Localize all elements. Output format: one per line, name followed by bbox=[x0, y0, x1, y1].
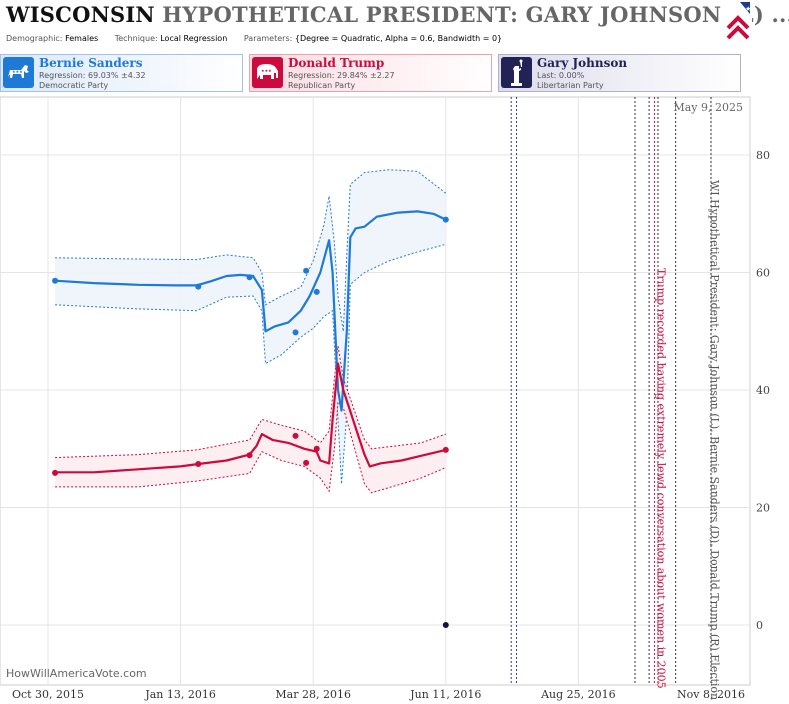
candidate-name: Bernie Sanders bbox=[39, 56, 143, 70]
y-tick-label: 0 bbox=[756, 619, 763, 632]
watermark: HowWillAmericaVote.com bbox=[6, 667, 147, 680]
candidate-stat: Regression: 69.03% ±4.32 bbox=[39, 71, 146, 80]
x-tick-label: Nov 8, 2016 bbox=[677, 688, 745, 701]
flag-logo-icon: ★ bbox=[726, 0, 752, 48]
candidate-stat: Regression: 29.84% ±2.27 bbox=[288, 71, 395, 80]
x-tick-label: Jan 13, 2016 bbox=[144, 688, 216, 701]
candidate-card-trump[interactable]: ★★★ Donald Trump Regression: 29.84% ±2.2… bbox=[249, 54, 492, 92]
param-label-parameters: Parameters: bbox=[243, 34, 293, 43]
poll-point-bernie-sanders bbox=[442, 216, 449, 223]
param-value-technique: Local Regression bbox=[160, 34, 228, 43]
elephant-icon: ★★★ bbox=[252, 57, 283, 88]
date-label: May 9, 2025 bbox=[673, 101, 743, 114]
candidate-name: Gary Johnson bbox=[537, 56, 628, 70]
donkey-icon: ★★★ bbox=[3, 57, 34, 88]
state-name: WISCONSIN bbox=[6, 2, 155, 27]
poll-point-donald-trump bbox=[246, 452, 253, 459]
trend-bernie-sanders bbox=[55, 210, 447, 412]
x-tick-label: Mar 28, 2016 bbox=[275, 688, 351, 701]
param-value-demographic: Females bbox=[65, 34, 99, 43]
y-tick-label: 40 bbox=[756, 384, 770, 397]
poll-point-bernie-sanders bbox=[246, 274, 253, 281]
candidate-party: Republican Party bbox=[288, 81, 356, 90]
y-tick-label: 80 bbox=[756, 149, 770, 162]
poll-point-bernie-sanders bbox=[292, 329, 299, 336]
param-value-parameters: {Degree = Quadratic, Alpha = 0.6, Bandwi… bbox=[294, 34, 503, 43]
poll-point-donald-trump bbox=[195, 461, 202, 468]
candidate-party: Democratic Party bbox=[39, 81, 109, 90]
poll-point-donald-trump bbox=[292, 432, 299, 439]
parameters-line: Demographic: Females Technique: Local Re… bbox=[6, 34, 516, 43]
poll-point-bernie-sanders bbox=[303, 267, 310, 274]
annotations: Trump recorded having extremely lewd con… bbox=[654, 180, 721, 700]
poll-points bbox=[52, 216, 449, 628]
band-upper-bernie-sanders bbox=[55, 169, 447, 332]
page-title: WISCONSIN HYPOTHETICAL PRESIDENT: GARY J… bbox=[6, 2, 789, 27]
x-tick-label: Oct 30, 2015 bbox=[12, 688, 84, 701]
band-bernie-sanders bbox=[55, 169, 446, 484]
poll-point-bernie-sanders bbox=[313, 288, 320, 295]
poll-point-bernie-sanders bbox=[52, 277, 59, 284]
candidate-card-sanders[interactable]: ★★★ Bernie Sanders Regression: 69.03% ±4… bbox=[0, 54, 243, 92]
candidate-card-johnson[interactable]: Gary Johnson Last: 0.00% Libertarian Par… bbox=[498, 54, 741, 92]
x-tick-label: Jun 11, 2016 bbox=[409, 688, 481, 701]
poll-point-bernie-sanders bbox=[195, 283, 202, 290]
event-lines bbox=[510, 97, 712, 685]
poll-point-donald-trump bbox=[313, 445, 320, 452]
param-label-technique: Technique: bbox=[114, 34, 158, 43]
y-tick-label: 20 bbox=[756, 502, 770, 515]
confidence-bands bbox=[55, 169, 447, 494]
param-label-demographic: Demographic: bbox=[6, 34, 63, 43]
band-lower-donald-trump bbox=[55, 400, 446, 494]
annotation-election: WI Hypothetical President: Gary Johnson … bbox=[708, 180, 721, 700]
band-donald-trump bbox=[55, 345, 446, 493]
svg-text:★★★: ★★★ bbox=[261, 68, 272, 73]
y-tick-label: 60 bbox=[756, 267, 770, 280]
poll-point-donald-trump bbox=[303, 459, 310, 466]
band-upper-donald-trump bbox=[55, 345, 446, 459]
x-tick-label: Aug 25, 2016 bbox=[540, 688, 616, 701]
svg-text:★★★: ★★★ bbox=[12, 69, 23, 74]
poll-point-donald-trump bbox=[52, 469, 59, 476]
poll-point-donald-trump bbox=[442, 446, 449, 453]
annotation-lewd-tape: Trump recorded having extremely lewd con… bbox=[654, 268, 667, 689]
candidate-name: Donald Trump bbox=[288, 56, 385, 70]
x-axis: Oct 30, 2015 Jan 13, 2016 Mar 28, 2016 Jun … bbox=[12, 688, 745, 701]
statue-of-liberty-icon bbox=[501, 57, 532, 88]
candidate-stat: Last: 0.00% bbox=[537, 71, 585, 80]
title-rest: HYPOTHETICAL PRESIDENT: GARY JOHNSON (L)… bbox=[162, 2, 789, 27]
y-axis: 0 20 40 60 80 bbox=[756, 149, 770, 632]
svg-text:★: ★ bbox=[745, 5, 751, 13]
candidate-party: Libertarian Party bbox=[537, 81, 604, 90]
poll-point-gary-johnson bbox=[442, 622, 449, 628]
